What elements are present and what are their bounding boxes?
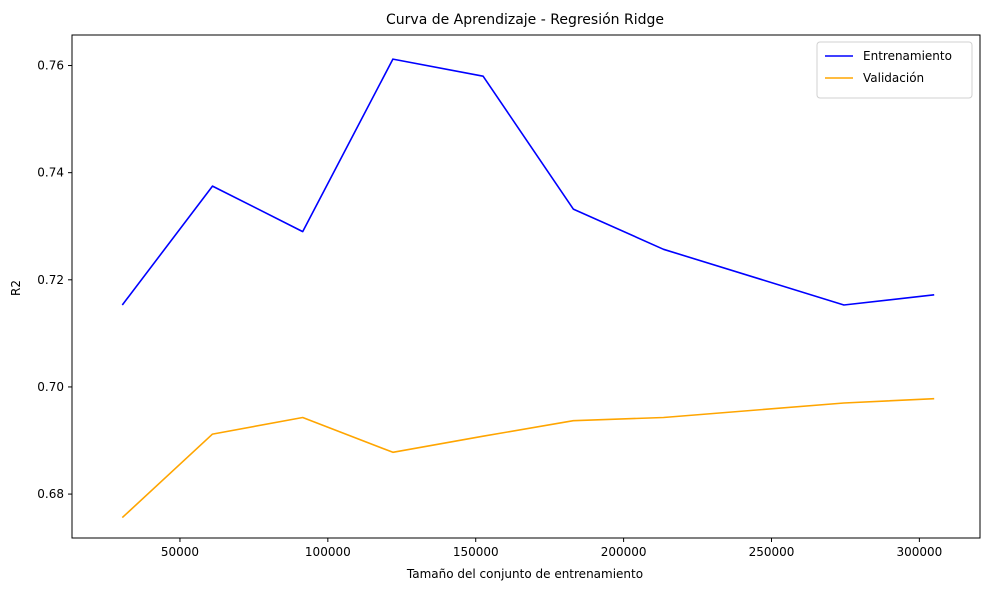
y-axis-ticks: 0.68 0.70 0.72 0.74 0.76: [37, 59, 72, 501]
series-line-entrenamiento: [121, 58, 935, 306]
y-tick-label: 0.72: [37, 273, 64, 287]
legend-label: Validación: [863, 71, 924, 85]
y-tick-label: 0.74: [37, 166, 64, 180]
x-tick-label: 100000: [305, 545, 351, 559]
y-tick-label: 0.70: [37, 380, 64, 394]
x-tick-label: 50000: [161, 545, 199, 559]
y-tick-label: 0.68: [37, 487, 64, 501]
axes-frame: [71, 34, 981, 539]
x-tick-label: 300000: [896, 545, 942, 559]
x-axis-ticks: 50000 100000 150000 200000 250000 300000: [161, 538, 942, 559]
legend-box: [816, 41, 973, 99]
y-tick-label: 0.76: [37, 59, 64, 73]
series-line-validacion: [121, 397, 935, 519]
chart-title: Curva de Aprendizaje - Regresión Ridge: [386, 12, 664, 28]
x-tick-label: 250000: [749, 545, 795, 559]
x-tick-label: 150000: [453, 545, 499, 559]
y-axis-title: R2: [9, 280, 23, 296]
series-layer: [121, 58, 935, 519]
legend-label: Entrenamiento: [863, 49, 952, 63]
x-axis-title: Tamaño del conjunto de entrenamiento: [406, 567, 643, 581]
legend: Entrenamiento Validación: [816, 41, 973, 99]
plot-area: [71, 34, 981, 539]
x-tick-label: 200000: [601, 545, 647, 559]
